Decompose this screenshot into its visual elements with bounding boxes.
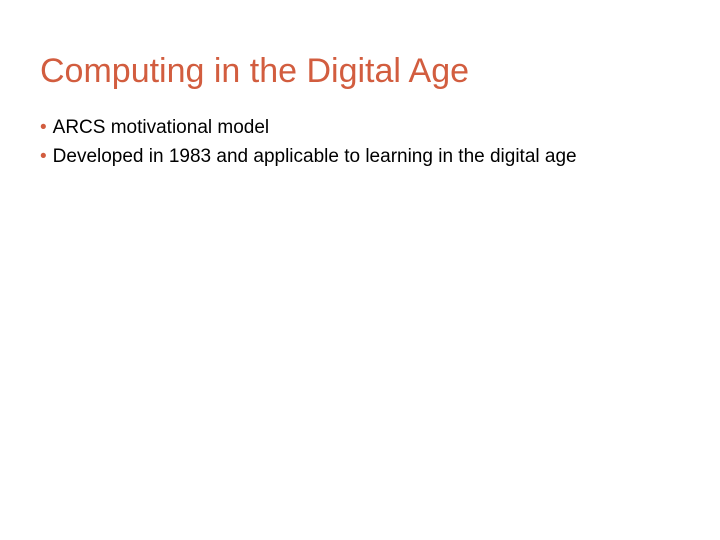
- list-item: • Developed in 1983 and applicable to le…: [40, 144, 680, 170]
- bullet-text: ARCS motivational model: [53, 115, 680, 141]
- bullet-list: • ARCS motivational model • Developed in…: [40, 115, 680, 169]
- slide-title: Computing in the Digital Age: [40, 52, 680, 91]
- bullet-icon: •: [40, 144, 47, 170]
- list-item: • ARCS motivational model: [40, 115, 680, 141]
- bullet-icon: •: [40, 115, 47, 141]
- bullet-text: Developed in 1983 and applicable to lear…: [53, 144, 680, 170]
- slide: Computing in the Digital Age • ARCS moti…: [0, 0, 720, 540]
